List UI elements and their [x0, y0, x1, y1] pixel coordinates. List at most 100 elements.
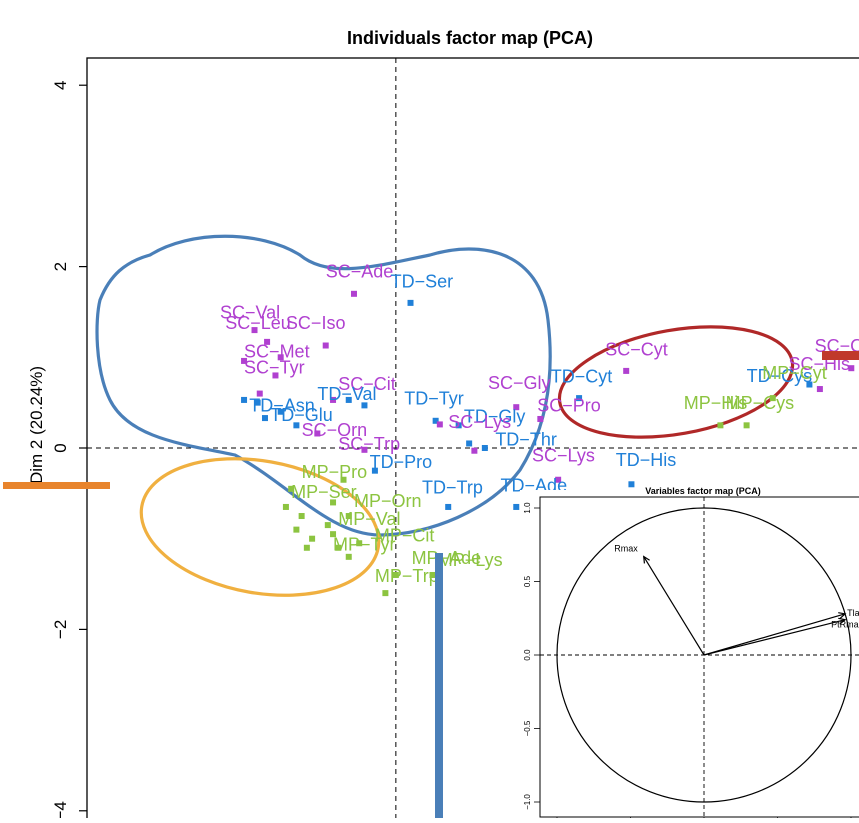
point-label: TD−Gly	[464, 407, 526, 427]
point-label: SC−Val	[220, 302, 280, 322]
point-mp	[345, 513, 352, 520]
point-mp	[335, 544, 342, 551]
point-mp	[282, 503, 289, 510]
point-label: TD−Pro	[370, 452, 433, 472]
point-mp	[382, 590, 389, 597]
point-label: MP−Cys	[726, 393, 795, 413]
point-sc	[272, 372, 279, 379]
chart-title: Individuals factor map (PCA)	[347, 28, 593, 48]
point-label: MP−Val	[338, 509, 400, 529]
point-td	[445, 503, 452, 510]
point-label: MP−Ser	[291, 482, 357, 502]
point-label: MP−Tyr	[333, 534, 396, 554]
correlation-circle	[556, 507, 852, 803]
point-td	[277, 408, 284, 415]
point-label: MP−Cyt	[762, 363, 827, 383]
y-axis-label: Dim 2 (20.24%)	[27, 366, 46, 484]
point-td	[432, 417, 439, 424]
point-td	[455, 422, 462, 429]
point-td	[293, 422, 300, 429]
variable-arrow	[703, 613, 846, 656]
point-label: SC−Orn	[302, 420, 368, 440]
point-sc	[513, 404, 520, 411]
individual-labels: SC−AdeTD−SerSC−ValSC−LeuSC−IsoSC−MetSC−T…	[220, 261, 859, 586]
variable-label: PtRma	[831, 620, 859, 630]
point-sc	[623, 367, 630, 374]
point-td	[361, 402, 368, 409]
point-td	[371, 467, 378, 474]
variable-label: Rmax	[614, 544, 638, 554]
y-tick-label: 4	[51, 80, 70, 89]
point-label: SC−Lys	[448, 412, 511, 432]
point-td	[481, 445, 488, 451]
y-tick-label: 2	[51, 262, 70, 271]
point-mp	[330, 499, 337, 506]
point-label: MP−His	[684, 393, 748, 413]
inset-title: Variables factor map (PCA)	[645, 486, 761, 496]
variable-label: Tlag	[847, 608, 859, 618]
point-label: MP−Cit	[375, 525, 435, 545]
point-label: TD−Asn	[249, 396, 315, 416]
blue-bar	[435, 553, 443, 818]
inset-y-tick-label: 0.5	[523, 575, 532, 587]
point-label: TD−Trp	[422, 477, 483, 497]
point-mp	[340, 476, 347, 483]
point-mp	[288, 485, 295, 492]
point-label: MP−Orn	[354, 491, 422, 511]
point-label: SC−Cit	[338, 374, 396, 394]
point-mp	[743, 422, 750, 429]
point-sc	[471, 447, 478, 454]
point-label: SC−Cyt	[605, 339, 668, 359]
point-label: TD−Glu	[270, 405, 333, 425]
y-tick-label: −4	[51, 801, 70, 818]
orange-cluster-outline	[139, 457, 381, 597]
point-td	[407, 299, 414, 306]
point-label: TD−Cyt	[551, 367, 613, 387]
cluster-outlines	[95, 234, 795, 597]
inset-y-tick-label: 1.0	[523, 502, 532, 514]
point-label: TD−Cys	[747, 366, 813, 386]
point-mp	[309, 535, 316, 542]
point-sc	[848, 365, 855, 372]
blue-cluster-outline	[95, 234, 552, 537]
point-label: TD−Val	[317, 384, 376, 404]
point-sc	[264, 338, 271, 345]
point-td	[261, 415, 268, 422]
y-tick-label: −2	[51, 620, 70, 639]
point-mp	[717, 422, 724, 429]
point-label: SC−Lys	[532, 446, 595, 466]
point-td	[806, 381, 813, 388]
point-sc	[537, 415, 544, 422]
point-sc	[330, 396, 337, 403]
point-label: SC−Ade	[326, 261, 394, 281]
point-label: MP−Lys	[438, 550, 503, 570]
point-mp	[324, 522, 331, 529]
inset-frame	[539, 496, 859, 818]
variable-arrows: Rmax Tlag PtRma	[614, 544, 859, 656]
point-mp	[429, 571, 436, 578]
point-td	[254, 399, 261, 406]
point-td	[241, 396, 248, 403]
point-sc	[251, 327, 258, 334]
decorations	[3, 351, 859, 818]
point-label: MP−Pro	[302, 462, 368, 482]
point-label: TD−Ser	[391, 271, 454, 291]
point-mp	[769, 395, 776, 402]
point-label: SC−Gly	[488, 373, 551, 393]
point-td	[513, 503, 520, 510]
point-sc	[555, 476, 562, 483]
point-mp	[345, 553, 352, 560]
point-td	[576, 395, 583, 402]
y-tick-label: 0	[51, 443, 70, 452]
y-axis-ticks: 4 2 0 −2 −4	[51, 80, 87, 820]
inset-y-tick-label: −1.0	[523, 794, 532, 810]
individual-points	[241, 290, 855, 597]
point-sc	[241, 357, 248, 364]
point-label: MP−Ade	[412, 548, 482, 568]
point-sc	[816, 386, 823, 393]
point-label: SC−Cys	[815, 336, 859, 356]
orange-marker	[3, 482, 110, 489]
inset-reference-lines	[540, 497, 859, 817]
point-sc	[361, 446, 368, 453]
